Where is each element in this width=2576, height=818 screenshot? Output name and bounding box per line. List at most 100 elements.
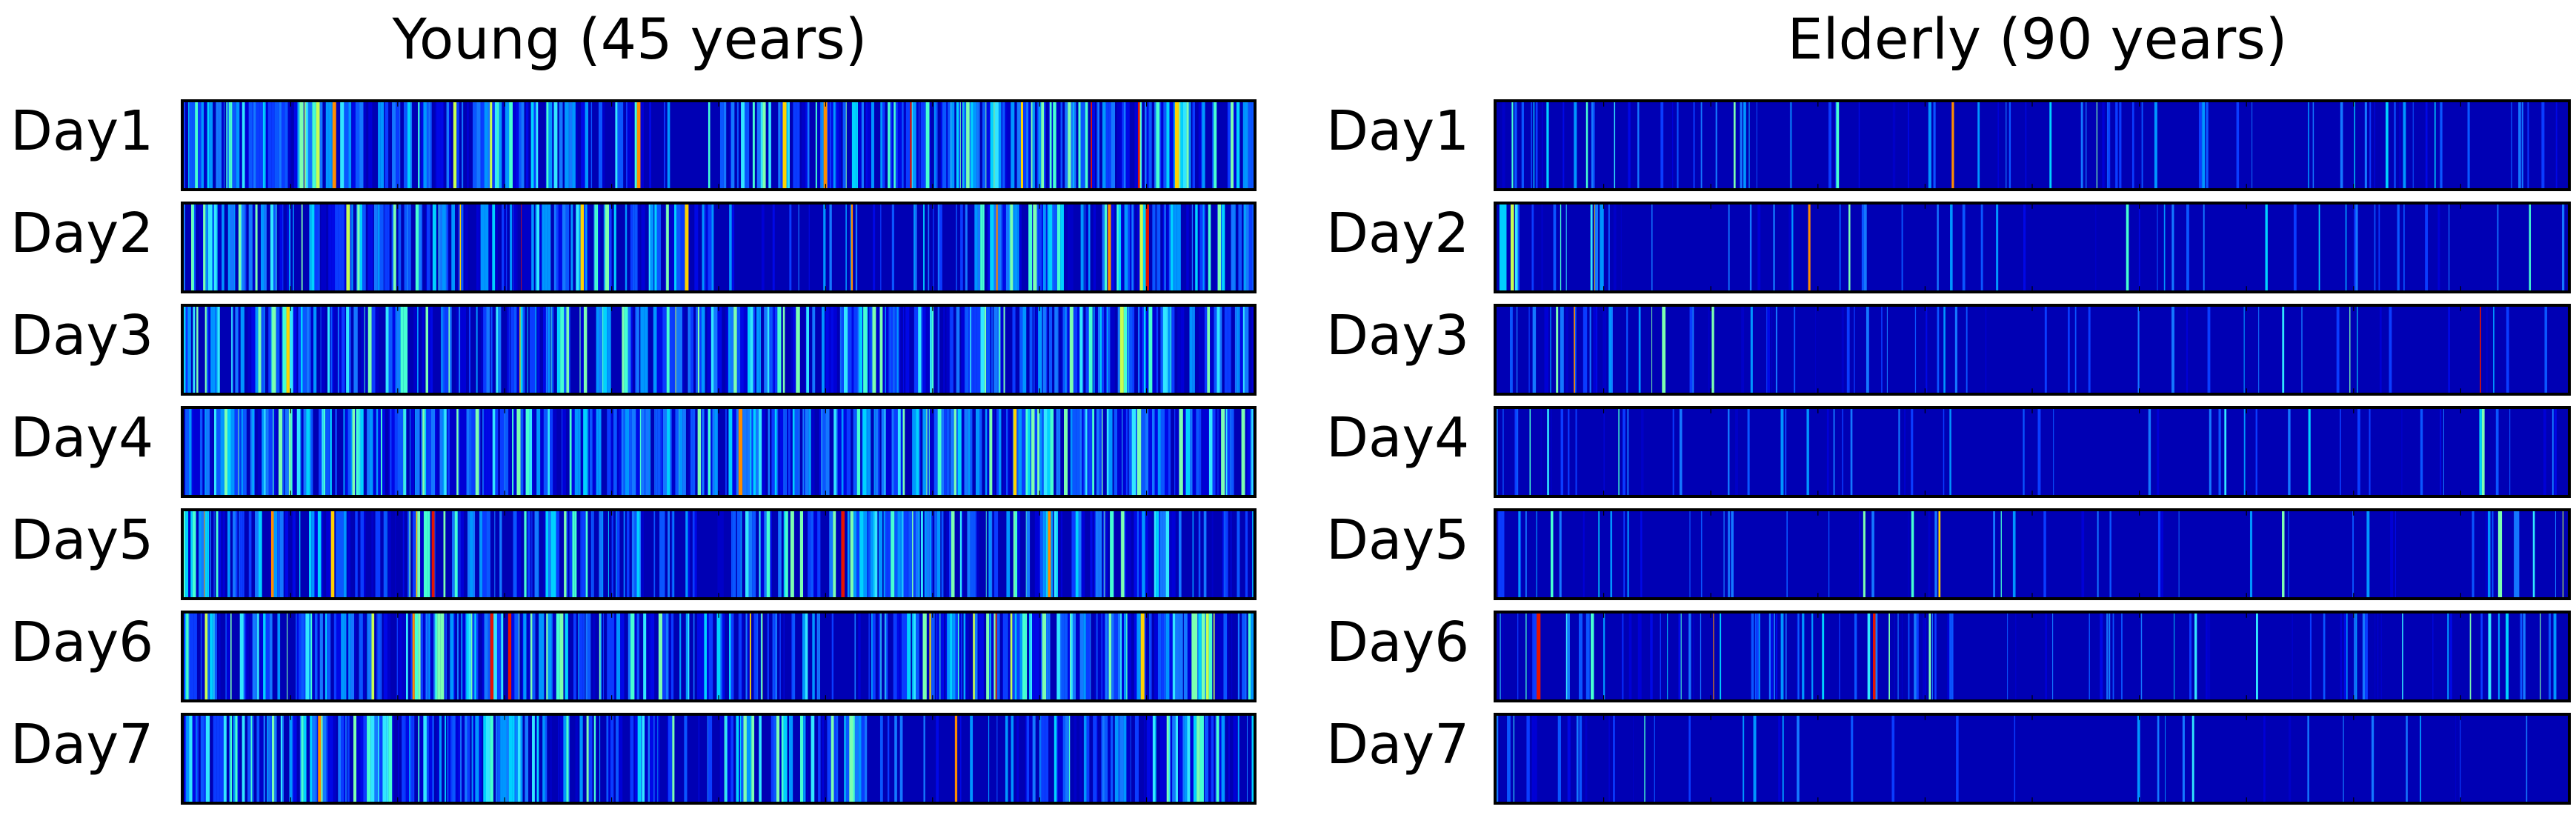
heatmap-band [1002,204,1006,290]
heatmap-band [1529,409,1531,495]
heatmap-band [545,102,547,188]
heatmap-band [468,307,471,393]
heatmap-band [1251,204,1254,290]
heatmap-band [893,307,894,393]
heatmap-band [527,511,530,597]
heatmap-band [1230,409,1232,495]
heatmap-band [583,307,588,393]
heatmap-band [437,614,441,699]
heatmap-band [1202,102,1205,188]
heatmap-band [1032,716,1036,802]
heatmap-band [662,307,667,393]
heatmap-band [996,409,999,495]
heatmap-band [976,307,981,393]
heatmap-band [922,614,927,699]
heatmap-band [722,614,725,699]
heatmap-band [1056,409,1059,495]
heatmap-band [1161,307,1163,393]
heatmap-band [1114,716,1119,802]
heatmap-band [258,511,262,597]
heatmap-band [191,409,194,495]
heatmap-band [339,307,342,393]
heatmap-band [556,307,561,393]
heatmap-band [762,102,766,188]
heatmap-band [613,409,617,495]
heatmap-band [1068,102,1071,188]
heatmap-band [1756,614,1759,699]
heatmap-band [184,614,186,699]
heatmap-band [337,307,339,393]
heatmap-band [322,204,325,290]
heatmap-band [2102,102,2105,188]
heatmap-band [1127,307,1129,393]
heatmap-band [2380,307,2382,393]
heatmap-band [458,716,461,802]
heatmap-band [2479,409,2482,495]
heatmap-band [989,614,991,699]
heatmap-band [848,307,852,393]
heatmap-band [248,511,252,597]
heatmap-band [1097,307,1101,393]
heatmap-band [2182,716,2185,802]
heatmap-band [845,204,847,290]
heatmap-band [1251,716,1254,802]
heatmap-band [1728,204,1730,290]
heatmap-band [1040,716,1042,802]
heatmap-band [2497,511,2503,597]
heatmap-band [1054,511,1057,597]
heatmap-band [576,204,579,290]
heatmap-band [796,102,800,188]
heatmap-band [532,716,535,802]
heatmap-band [1139,204,1143,290]
heatmap-band [369,409,373,495]
heatmap-band [1022,307,1027,393]
heatmap-band [988,716,990,802]
heatmap-band [1031,409,1035,495]
heatmap-band [1071,102,1074,188]
heatmap-band [949,307,951,393]
heatmap-band [309,511,312,597]
heatmap-band [1594,204,1599,290]
heatmap-band [599,614,601,699]
heatmap-band [976,614,978,699]
heatmap-band [1182,716,1185,802]
heatmap-band [2354,614,2356,699]
heatmap-band [667,102,670,188]
heatmap-band [532,614,536,699]
heatmap-band [453,102,457,188]
heatmap-band [1693,614,1694,699]
heatmap-band [213,716,217,802]
heatmap-band [808,511,811,597]
heatmap-band [959,511,962,597]
heatmap-band [2420,716,2422,802]
heatmap-band [2224,409,2227,495]
heatmap-band [954,716,958,802]
heatmap-band [759,511,761,597]
heatmap-band [581,102,585,188]
heatmap-band [1114,409,1118,495]
heatmap-band [639,409,642,495]
heatmap-band [1514,102,1517,188]
heatmap-band [949,511,951,597]
heatmap-band [235,716,238,802]
heatmap-band [1155,716,1156,802]
heatmap-band [964,102,967,188]
heatmap-band [859,511,864,597]
heatmap-band [1898,409,1900,495]
young-day6-heatmap [184,614,1254,699]
heatmap-band [1806,409,1809,495]
heatmap-band [1116,204,1119,290]
heatmap-band [808,204,810,290]
elderly-day3-strip [1494,304,2571,396]
heatmap-band [2309,614,2312,699]
heatmap-band [252,716,254,802]
heatmap-band [702,409,705,495]
heatmap-band [2115,102,2118,188]
heatmap-band [1228,307,1231,393]
heatmap-band [872,614,876,699]
heatmap-band [290,409,293,495]
heatmap-band [1145,511,1148,597]
heatmap-band [1213,614,1215,699]
heatmap-band [1244,102,1248,188]
heatmap-band [231,307,233,393]
